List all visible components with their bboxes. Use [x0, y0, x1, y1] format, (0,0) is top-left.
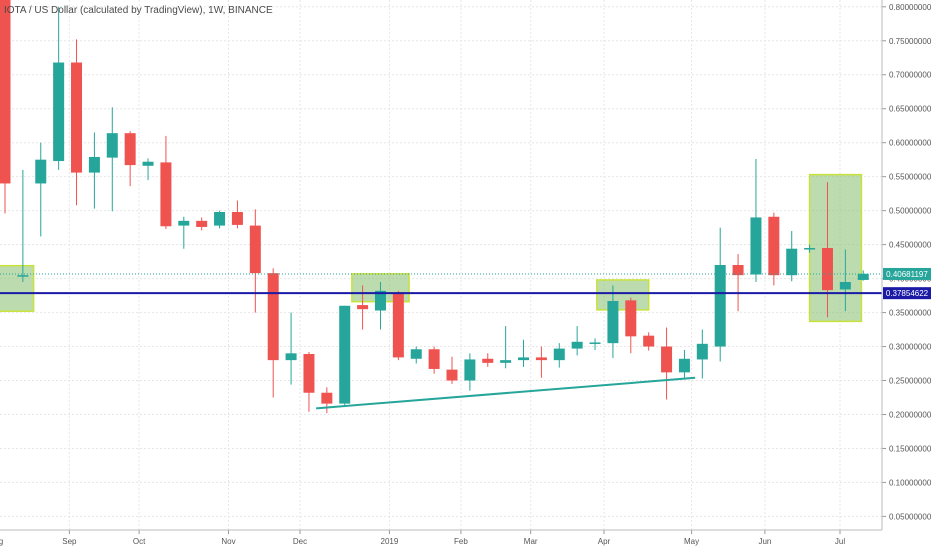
candle-body-up — [571, 341, 583, 349]
y-tick-label: 0.20000000 — [889, 410, 932, 419]
support-price-tag-bg — [883, 287, 931, 300]
y-tick-label: 0.45000000 — [889, 241, 932, 250]
x-tick-label: Dec — [293, 537, 307, 546]
candle-body-up — [285, 353, 297, 361]
candle-body-up — [142, 161, 154, 166]
y-tick-label: 0.75000000 — [889, 37, 932, 46]
y-tick-label: 0.80000000 — [889, 3, 932, 12]
candle-body-up — [857, 273, 869, 280]
x-tick-label: Jun — [758, 537, 771, 546]
y-tick-label: 0.60000000 — [889, 139, 932, 148]
candle-body-down — [160, 162, 172, 227]
x-tick-label: Apr — [598, 537, 611, 546]
candle-body-up — [696, 343, 708, 360]
candle-body-up — [589, 342, 601, 344]
y-tick-label: 0.30000000 — [889, 343, 932, 352]
candle-body-up — [464, 359, 476, 381]
candle-body-down — [732, 265, 744, 276]
candles — [0, 0, 869, 414]
highlight-zone — [596, 279, 650, 311]
candle-body-down — [535, 357, 547, 361]
candle-body-down — [0, 0, 11, 184]
candle-body-down — [625, 300, 637, 337]
current-price-tag-bg — [883, 267, 931, 280]
candle-body-up — [214, 212, 226, 226]
support-price-tag-label: 0.37854622 — [886, 289, 929, 298]
candle-body-down — [357, 305, 369, 310]
candle-body-down — [661, 346, 673, 373]
x-tick-label: Jul — [835, 537, 845, 546]
candle-body-up — [178, 220, 190, 226]
y-tick-label: 0.70000000 — [889, 71, 932, 80]
candle-body-down — [249, 225, 261, 274]
candle-body-up — [35, 159, 47, 184]
highlight-zone — [808, 173, 863, 323]
candle-body-down — [71, 62, 83, 173]
candle-body-down — [321, 392, 333, 404]
candle-body-up — [374, 290, 386, 311]
y-tick-label: 0.65000000 — [889, 105, 932, 114]
candle-body-down — [392, 293, 404, 358]
candle-body-up — [88, 156, 100, 173]
candle-body-up — [804, 248, 816, 250]
y-tick-label: 0.55000000 — [889, 173, 932, 182]
candle-body-up — [518, 357, 530, 361]
candle-body-up — [53, 62, 65, 162]
candle-body-down — [643, 335, 655, 347]
candle-body-up — [553, 348, 565, 361]
y-tick-label: 0.10000000 — [889, 478, 932, 487]
x-tick-label: Feb — [454, 537, 468, 546]
x-tick-label: Sep — [62, 537, 77, 546]
trendline — [316, 376, 696, 410]
overlays — [0, 273, 882, 410]
x-tick-label: Oct — [133, 537, 146, 546]
candle-body-down — [267, 273, 279, 361]
current-price-tag-label: 0.40681197 — [886, 270, 928, 279]
candle-body-down — [446, 369, 458, 381]
candle-body-up — [714, 265, 726, 347]
candle-body-up — [500, 360, 512, 363]
x-tick-label: 2019 — [381, 537, 399, 546]
candle-body-up — [106, 133, 118, 158]
candle-body-down — [303, 354, 315, 393]
x-tick-label: Aug — [0, 537, 3, 546]
candle-body-down — [768, 216, 780, 276]
candle-body-up — [678, 358, 690, 373]
candle-body-down — [821, 248, 833, 291]
x-tick-label: May — [684, 537, 699, 546]
time-axis[interactable]: Aug Sep Oct Nov Dec 2019 Feb Mar Apr May Jun Jul — [0, 529, 882, 546]
candle-body-up — [17, 275, 29, 277]
chart-title: IOTA / US Dollar (calculated by TradingV… — [4, 5, 273, 16]
x-tick-label: Nov — [221, 537, 235, 546]
candle-body-up — [750, 217, 762, 275]
candle-body-up — [607, 301, 619, 344]
candle-body-up — [339, 305, 351, 404]
candle-body-down — [231, 212, 243, 225]
candle-body-down — [428, 349, 440, 369]
highlight-zones — [0, 173, 863, 323]
y-tick-label: 0.25000000 — [889, 377, 932, 386]
y-tick-label: 0.35000000 — [889, 309, 932, 318]
y-tick-label: 0.15000000 — [889, 444, 932, 453]
candle-body-up — [786, 248, 798, 276]
y-tick-label: 0.50000000 — [889, 207, 932, 216]
candle-body-up — [410, 349, 422, 359]
highlight-zone — [0, 264, 35, 312]
x-tick-label: Mar — [524, 537, 538, 546]
y-tick-label: 0.05000000 — [889, 512, 932, 521]
grid-lines — [0, 0, 882, 530]
candle-body-down — [124, 133, 136, 166]
price-axis[interactable]: 0.05000000 0.10000000 0.15000000 0.20000000… — [881, 0, 932, 530]
candle-body-up — [839, 281, 851, 290]
candle-body-down — [482, 358, 494, 363]
candle-body-down — [196, 220, 208, 227]
